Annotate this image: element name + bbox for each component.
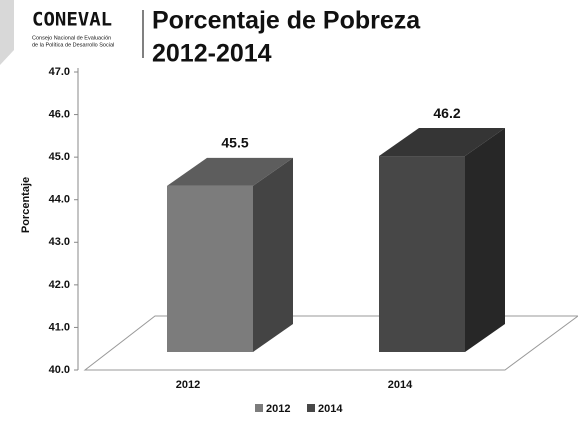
legend-label: 2012	[266, 403, 290, 415]
y-axis-label: Porcentaje	[20, 177, 32, 233]
y-tick-label: 41.0	[49, 321, 70, 333]
y-tick-label: 42.0	[49, 279, 70, 291]
data-label: 46.2	[433, 105, 460, 121]
bar-side	[465, 128, 505, 352]
logo-line: de la Política de Desarrollo Social	[32, 42, 114, 48]
bar-side	[253, 157, 293, 352]
y-tick-label: 45.0	[49, 151, 70, 163]
data-label: 45.5	[221, 135, 248, 151]
bar-top	[167, 157, 293, 186]
logo-name: CONEVAL	[32, 9, 112, 31]
bar	[167, 185, 253, 352]
y-tick-label: 47.0	[49, 66, 70, 78]
y-tick-label: 43.0	[49, 236, 70, 248]
logo-stripe	[0, 0, 14, 65]
y-tick-label: 46.0	[49, 108, 70, 120]
chart-title: Porcentaje de Pobreza	[152, 7, 421, 35]
bar-top	[379, 128, 505, 157]
logo-line: Consejo Nacional de Evaluación	[32, 35, 111, 41]
legend-label: 2014	[318, 403, 343, 415]
y-tick-label: 40.0	[49, 364, 70, 376]
chart-title: 2012-2014	[152, 40, 272, 68]
legend-swatch	[307, 404, 315, 412]
x-tick-label: 2014	[388, 379, 413, 391]
legend-swatch	[255, 404, 263, 412]
x-tick-label: 2012	[176, 379, 200, 391]
bar	[379, 156, 465, 352]
y-tick-label: 44.0	[49, 194, 70, 206]
floor	[83, 315, 578, 371]
